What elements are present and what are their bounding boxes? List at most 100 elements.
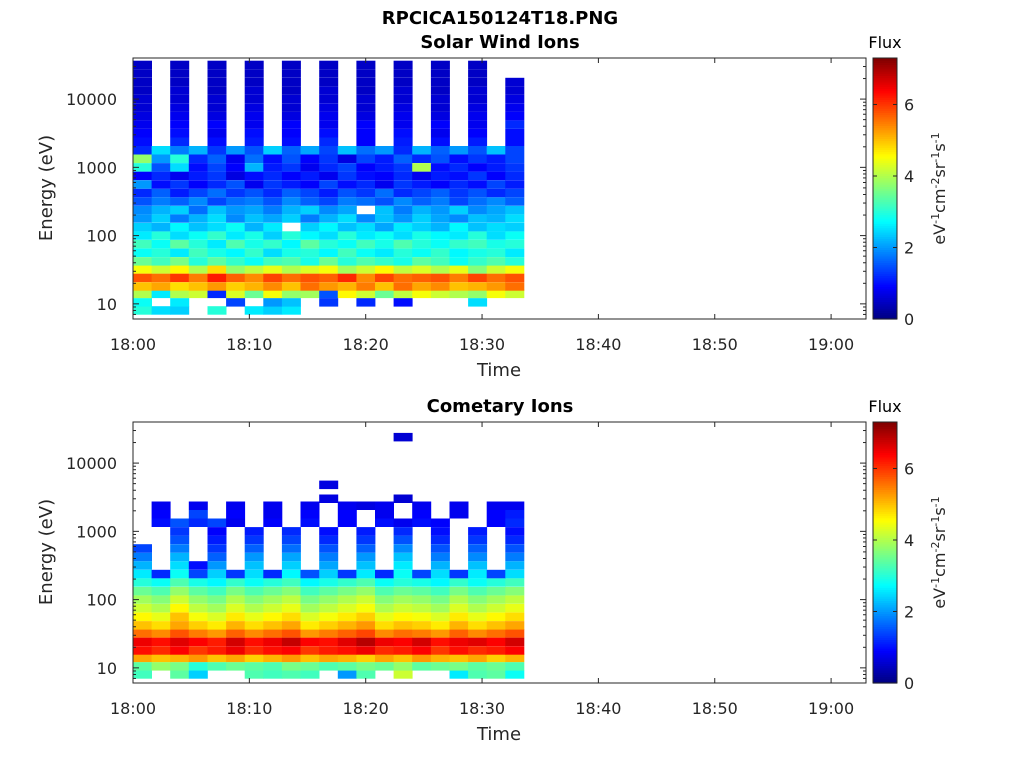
heatmap-cell xyxy=(356,129,376,138)
heatmap-cell xyxy=(430,137,450,146)
heatmap-cell xyxy=(281,603,301,613)
heatmap-cell xyxy=(412,637,432,647)
heatmap-cell xyxy=(281,646,301,655)
heatmap-cell xyxy=(244,77,264,87)
heatmap-cell xyxy=(449,569,469,579)
heatmap-cell xyxy=(393,214,413,223)
colorbar-title: Flux xyxy=(868,33,901,52)
heatmap-cell xyxy=(244,612,264,621)
heatmap-cell xyxy=(133,637,152,647)
heatmap-cell xyxy=(468,637,488,647)
heatmap-cell xyxy=(319,569,339,579)
heatmap-cell xyxy=(300,205,320,215)
heatmap-cell xyxy=(430,561,450,570)
heatmap-cell xyxy=(133,180,152,189)
heatmap-cell xyxy=(412,188,432,198)
heatmap-cell xyxy=(430,289,450,299)
heatmap-cell xyxy=(226,273,246,283)
heatmap-cell xyxy=(356,163,376,172)
heatmap-cell xyxy=(486,239,506,249)
heatmap-cell xyxy=(188,501,208,510)
heatmap-cell xyxy=(468,197,488,206)
heatmap-cell xyxy=(170,578,190,587)
heatmap-cell xyxy=(188,510,208,519)
heatmap-cell xyxy=(505,289,525,299)
heatmap-cell xyxy=(412,569,432,579)
heatmap-cell xyxy=(133,163,152,172)
heatmap-cell xyxy=(337,248,357,257)
heatmap-cell xyxy=(151,239,171,249)
heatmap-cell xyxy=(133,544,152,553)
heatmap-cell xyxy=(319,480,339,490)
heatmap-cell xyxy=(263,518,283,527)
heatmap-cell xyxy=(133,578,152,587)
heatmap-cell xyxy=(468,231,488,240)
heatmap-cell xyxy=(207,231,227,240)
heatmap-cell xyxy=(300,612,320,621)
y-axis-label: Energy (eV) xyxy=(36,135,57,241)
heatmap-cell xyxy=(319,494,339,503)
heatmap-cell xyxy=(188,612,208,621)
heatmap-cell xyxy=(263,188,283,198)
heatmap-cell xyxy=(300,265,320,274)
heatmap-cell xyxy=(505,646,525,655)
heatmap-cell xyxy=(319,552,339,562)
heatmap-cell xyxy=(505,670,525,679)
heatmap-cell xyxy=(133,69,152,78)
heatmap-cell xyxy=(244,214,264,223)
heatmap-cell xyxy=(244,205,264,215)
heatmap-cell xyxy=(207,578,227,587)
heatmap-cell xyxy=(226,569,246,579)
heatmap-cell xyxy=(319,86,339,95)
heatmap-cell xyxy=(133,86,152,95)
y-tick-label: 10 xyxy=(97,659,117,678)
heatmap-cell xyxy=(375,629,394,638)
x-tick-label: 18:50 xyxy=(692,699,738,718)
heatmap-cell xyxy=(151,163,171,172)
heatmap-cell xyxy=(244,289,264,299)
heatmap-cell xyxy=(505,265,525,274)
heatmap-cell xyxy=(207,197,227,206)
heatmap-cell xyxy=(188,670,208,679)
heatmap-cell xyxy=(151,257,171,266)
heatmap-cell xyxy=(281,273,301,283)
heatmap-cell xyxy=(188,629,208,638)
heatmap-cell xyxy=(188,154,208,163)
heatmap-cell xyxy=(505,146,525,155)
heatmap-cell xyxy=(430,180,450,189)
heatmap-cell xyxy=(281,137,301,146)
heatmap-cell xyxy=(468,629,488,638)
heatmap-cell xyxy=(449,670,469,679)
heatmap-cell xyxy=(170,239,190,249)
heatmap-cell xyxy=(170,146,190,155)
heatmap-cell xyxy=(133,111,152,121)
heatmap-cell xyxy=(505,501,525,510)
heatmap-cell xyxy=(300,222,320,232)
heatmap-cell xyxy=(281,129,301,138)
heatmap-cell xyxy=(226,629,246,638)
heatmap-cell xyxy=(151,621,171,630)
heatmap-cell xyxy=(244,146,264,155)
heatmap-cell xyxy=(226,282,246,291)
heatmap-cell xyxy=(207,637,227,647)
heatmap-cell xyxy=(412,146,432,155)
heatmap-cell xyxy=(430,621,450,630)
heatmap-cell xyxy=(133,231,152,240)
heatmap-cell xyxy=(263,205,283,215)
heatmap-cell xyxy=(151,180,171,189)
heatmap-cell xyxy=(486,180,506,189)
heatmap-cell xyxy=(468,544,488,553)
heatmap-cell xyxy=(263,586,283,596)
heatmap-cell xyxy=(226,154,246,163)
heatmap-cell xyxy=(449,171,469,181)
heatmap-cell xyxy=(263,289,283,299)
heatmap-cell xyxy=(281,561,301,570)
heatmap-cell xyxy=(468,171,488,181)
heatmap-cell xyxy=(226,603,246,613)
heatmap-cell xyxy=(263,501,283,510)
heatmap-cell xyxy=(412,248,432,257)
heatmap-cell xyxy=(151,188,171,198)
heatmap-cell xyxy=(375,146,394,155)
heatmap-cell xyxy=(486,612,506,621)
heatmap-cell xyxy=(151,222,171,232)
